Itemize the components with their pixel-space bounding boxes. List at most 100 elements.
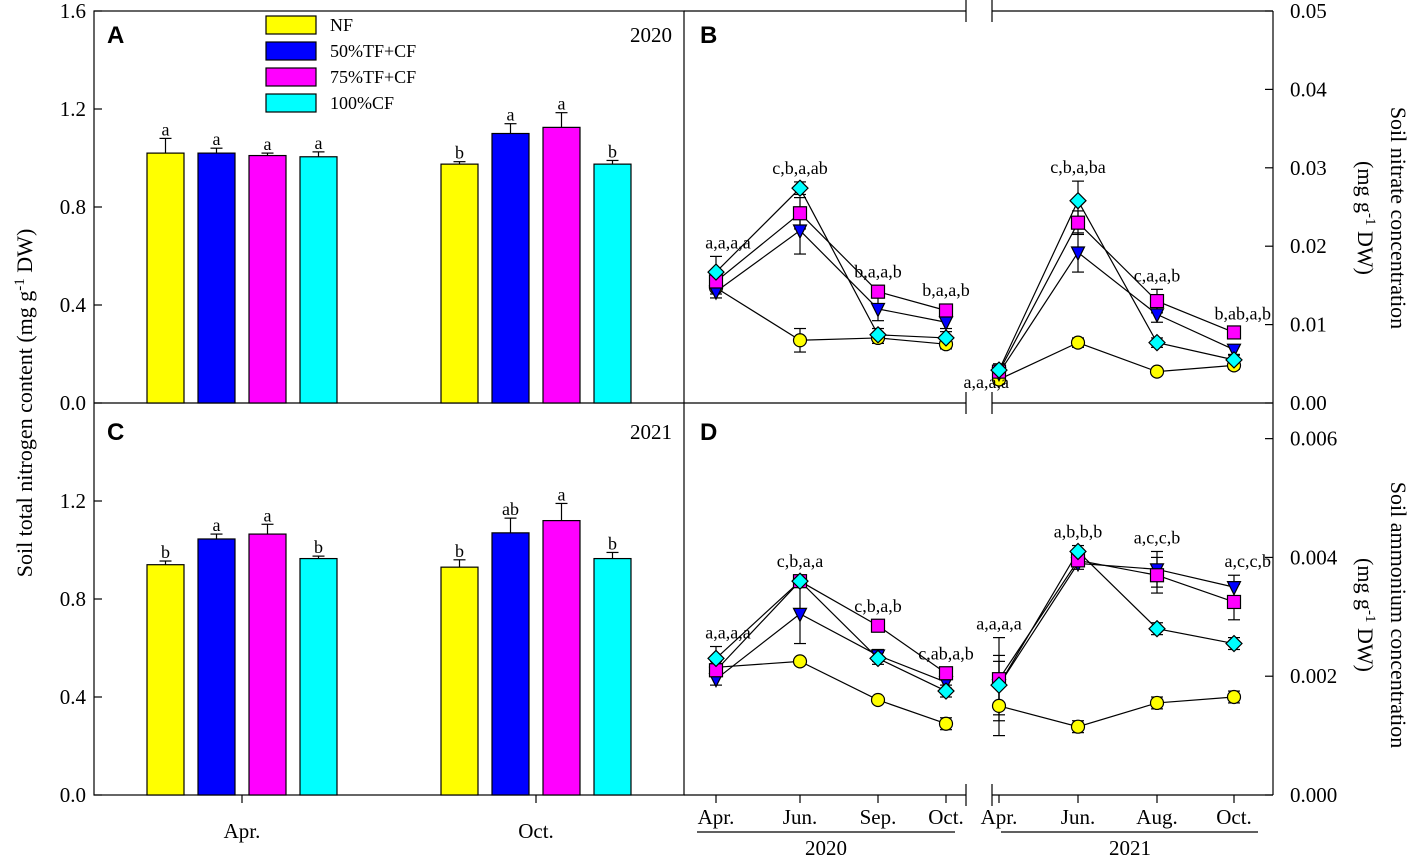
bar-y-label-main: Soil total nitrogen content (mg g xyxy=(12,291,37,578)
data-point-d xyxy=(1226,594,1242,610)
data-point-b xyxy=(1070,215,1086,230)
line-y-tick-label-b: 0.00 xyxy=(1290,391,1327,415)
bar-y-label-end: DW) xyxy=(12,229,37,278)
legend-label: 75%TF+CF xyxy=(330,67,416,87)
significance-letter: a xyxy=(213,515,221,535)
legend-label: 50%TF+CF xyxy=(330,41,416,61)
bar-a-1-0 xyxy=(197,152,236,404)
line-x-month-label: Jun. xyxy=(783,805,817,829)
series-line-b xyxy=(715,187,947,339)
significance-letter: b xyxy=(314,537,323,557)
data-point-d xyxy=(1226,689,1242,705)
significance-letters-b: b,a,a,b xyxy=(854,261,901,281)
significance-letters-d: c,b,a,b xyxy=(854,596,901,616)
bar-c-3-0 xyxy=(299,557,338,796)
bar-a-1-1 xyxy=(491,132,530,404)
bar-c-1-0 xyxy=(197,538,236,796)
legend-swatch xyxy=(265,41,317,61)
significance-letter: a xyxy=(507,105,515,125)
bar-c-2-0 xyxy=(248,533,287,796)
significance-letter: a xyxy=(213,129,221,149)
nitrate-axis-label: Soil nitrate concentration (mg g-1 DW) xyxy=(1353,107,1411,329)
bar-c-2-1 xyxy=(542,519,581,796)
series-line-d xyxy=(998,696,1235,728)
bar-y-tick-label-a: 0.4 xyxy=(60,293,87,317)
year-2021-label: 2021 xyxy=(1109,836,1151,860)
nitrate-label-line1: Soil nitrate concentration xyxy=(1386,107,1411,329)
significance-letter: b xyxy=(161,542,170,562)
data-point-b xyxy=(1149,293,1165,309)
bar-a-2-1 xyxy=(542,126,581,404)
data-point-b xyxy=(791,179,809,198)
data-point-b xyxy=(792,333,808,348)
series-line-d xyxy=(998,562,1235,686)
bar-y-tick-label-a: 1.6 xyxy=(60,0,86,23)
line-y-tick-label-b: 0.04 xyxy=(1290,77,1327,101)
series-line-d xyxy=(998,559,1235,680)
line-y-tick-label-d: 0.000 xyxy=(1290,783,1337,807)
data-point-d xyxy=(792,654,808,669)
bar-y-tick-label-a: 0.0 xyxy=(60,391,86,415)
legend-swatch xyxy=(265,93,317,113)
panel-letter-c: C xyxy=(107,419,124,446)
significance-letters-d: a,a,a,a xyxy=(976,614,1021,634)
bar-x-category-label: Apr. xyxy=(224,819,261,843)
line-x-month-label: Apr. xyxy=(698,805,735,829)
data-point-b xyxy=(1070,246,1086,262)
data-point-b xyxy=(1069,191,1087,210)
line-series: a,a,a,a c,b,a,ab b,a,a,b b,a,a,b a,a,a,a c,b,… xyxy=(705,157,1271,737)
data-point-d xyxy=(707,649,725,668)
data-point-d xyxy=(870,618,886,633)
nitrate-label-b: DW) xyxy=(1353,225,1378,274)
series-line-b xyxy=(998,221,1235,372)
bar-a-0-0 xyxy=(146,152,185,404)
legend-swatch xyxy=(265,67,317,87)
data-point-d xyxy=(1225,634,1243,653)
ammonium-label-line1: Soil ammonium concentration xyxy=(1386,482,1411,748)
legend-label: 100%CF xyxy=(330,93,394,113)
series-line-d xyxy=(715,613,947,683)
data-point-b xyxy=(1226,325,1242,340)
data-point-b xyxy=(792,224,808,240)
significance-letter: a xyxy=(558,484,566,504)
line-x-month-label: Apr. xyxy=(981,805,1018,829)
significance-letters-b: a,a,a,a xyxy=(705,232,750,252)
significance-letters-d: a,b,b,b xyxy=(1054,522,1103,542)
data-point-b xyxy=(1149,364,1165,379)
nitrate-label-a: (mg g xyxy=(1353,161,1378,213)
series-line-b xyxy=(715,229,947,323)
data-point-d xyxy=(1148,619,1166,638)
significance-letter: ab xyxy=(502,499,519,519)
line-x-month-label: Jun. xyxy=(1061,805,1095,829)
series-line-b xyxy=(998,251,1235,374)
line-y-tick-label-d: 0.006 xyxy=(1290,427,1337,451)
bar-axes: 0.0 0.4 0.8 1.2 1.6 0.0 0.4 0.8 1.2 Apr. Oct. xyxy=(60,0,554,843)
bar-y-tick-label-a: 0.8 xyxy=(60,195,86,219)
data-point-b xyxy=(1226,343,1242,359)
line-x-month-label: Sep. xyxy=(860,805,897,829)
panel-c-year: 2021 xyxy=(630,420,672,444)
data-point-b xyxy=(870,284,886,299)
data-point-d xyxy=(869,649,887,668)
data-point-b xyxy=(1225,351,1243,369)
bar-y-label-sup: -1 xyxy=(12,278,28,291)
significance-letters-b: c,b,a,ba xyxy=(1050,157,1105,177)
series-line-d xyxy=(715,660,947,725)
significance-letters-d: c,ab,a,b xyxy=(918,643,973,663)
panel-a-year: 2020 xyxy=(630,23,672,47)
ammonium-label-a: (mg g xyxy=(1353,558,1378,610)
legend-swatch xyxy=(265,15,317,35)
panel-letter-d: D xyxy=(700,419,717,446)
significance-letter: b xyxy=(455,541,464,561)
line-axes: 0.00 0.01 0.02 0.03 0.04 0.05 0.000 0.002 0.004 0… xyxy=(698,0,1338,829)
line-y-tick-label-b: 0.02 xyxy=(1290,234,1327,258)
data-point-d xyxy=(870,692,886,708)
legend-label: NF xyxy=(330,15,353,35)
significance-letters-d: a,c,c,b xyxy=(1134,527,1180,547)
series-line-d xyxy=(715,580,947,674)
bar-y-tick-label-c: 0.0 xyxy=(60,783,86,807)
data-point-d xyxy=(1069,542,1087,561)
line-y-tick-label-b: 0.03 xyxy=(1290,156,1327,180)
